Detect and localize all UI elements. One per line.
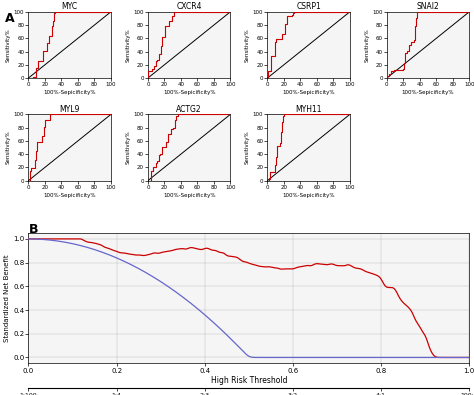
Title: CSRP1: CSRP1 — [296, 2, 321, 11]
Text: B: B — [28, 223, 38, 236]
Title: ACTG2: ACTG2 — [176, 105, 202, 114]
X-axis label: 100%-Sepicificity%: 100%-Sepicificity% — [402, 90, 454, 95]
Title: MYH11: MYH11 — [295, 105, 322, 114]
Y-axis label: Sensitivity%: Sensitivity% — [126, 28, 130, 62]
Y-axis label: Sensitivity%: Sensitivity% — [365, 28, 369, 62]
X-axis label: 100%-Sepicificity%: 100%-Sepicificity% — [44, 90, 96, 95]
Y-axis label: Sensitivity%: Sensitivity% — [245, 28, 250, 62]
Title: CXCR4: CXCR4 — [176, 2, 202, 11]
Title: SNAI2: SNAI2 — [417, 2, 439, 11]
Y-axis label: Sensitivity%: Sensitivity% — [245, 131, 250, 164]
X-axis label: 100%-Sepicificity%: 100%-Sepicificity% — [163, 193, 215, 198]
Y-axis label: Sensitivity%: Sensitivity% — [6, 131, 11, 164]
Y-axis label: Standardized Net Benefit: Standardized Net Benefit — [4, 254, 10, 342]
Y-axis label: Sensitivity%: Sensitivity% — [126, 131, 130, 164]
X-axis label: 100%-Sepicificity%: 100%-Sepicificity% — [44, 193, 96, 198]
Text: A: A — [5, 12, 14, 25]
X-axis label: 100%-Sepicificity%: 100%-Sepicificity% — [283, 193, 335, 198]
X-axis label: 100%-Sepicificity%: 100%-Sepicificity% — [283, 90, 335, 95]
X-axis label: 100%-Sepicificity%: 100%-Sepicificity% — [163, 90, 215, 95]
Title: MYC: MYC — [62, 2, 78, 11]
X-axis label: High Risk Threshold: High Risk Threshold — [210, 376, 287, 386]
Y-axis label: Sensitivity%: Sensitivity% — [6, 28, 11, 62]
Title: MYL9: MYL9 — [59, 105, 80, 114]
